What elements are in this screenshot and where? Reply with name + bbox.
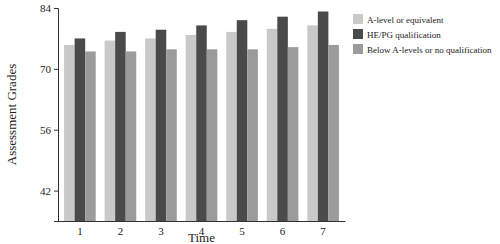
legend-item: Below A-levels or no qualification [353, 44, 492, 55]
y-tick: 84 [40, 2, 58, 14]
bar [196, 25, 207, 221]
legend-swatch [353, 14, 363, 24]
legend-label: Below A-levels or no qualification [367, 45, 492, 55]
x-tick: 3 [158, 221, 164, 237]
bar [207, 49, 218, 221]
legend-label: A-level or equivalent [367, 15, 444, 25]
y-tick-label: 56 [40, 124, 52, 136]
chart: 425670841234567TimeAssessment GradesA-le… [0, 0, 500, 244]
bar [186, 35, 197, 221]
bar [307, 25, 318, 221]
x-tick-label: 3 [158, 225, 164, 237]
y-tick-label: 70 [40, 63, 52, 75]
y-tick: 56 [40, 124, 58, 136]
bars [64, 11, 339, 221]
x-tick-label: 2 [118, 225, 124, 237]
legend-swatch [353, 29, 363, 39]
y-tick-label: 84 [40, 2, 52, 14]
bar [75, 38, 86, 221]
bar [85, 51, 96, 221]
y-tick-label: 42 [40, 185, 51, 197]
y-tick: 70 [40, 63, 58, 75]
y-tick: 42 [40, 185, 58, 197]
legend: A-level or equivalent HE/PG qualification… [353, 14, 492, 55]
bar [267, 29, 278, 221]
bar [64, 45, 75, 221]
y-tick-mark [54, 69, 58, 70]
bar [277, 17, 288, 221]
y-axis-title: Assessment Grades [4, 64, 19, 165]
x-tick-label: 5 [239, 225, 245, 237]
bar [247, 49, 258, 221]
plot: 425670841234567 [40, 2, 346, 237]
bar [145, 38, 156, 221]
bar [237, 20, 248, 221]
x-tick: 2 [118, 221, 124, 237]
legend-item: A-level or equivalent [353, 14, 444, 25]
x-axis-title: Time [188, 230, 215, 244]
x-tick: 7 [320, 221, 326, 237]
x-axis-line [59, 221, 346, 222]
x-tick: 6 [280, 221, 286, 237]
x-tick: 1 [77, 221, 83, 237]
legend-label: HE/PG qualification [367, 30, 441, 40]
bar [226, 32, 237, 221]
bar [105, 41, 116, 221]
y-tick-mark [54, 191, 58, 192]
bar [156, 30, 167, 221]
x-tick-label: 6 [280, 225, 286, 237]
x-tick-label: 7 [320, 225, 326, 237]
y-axis: 42 56 70 84 [40, 2, 59, 221]
bar [318, 11, 329, 221]
bar [115, 32, 126, 221]
legend-item: HE/PG qualification [353, 29, 441, 40]
bar [328, 45, 339, 221]
bar [126, 51, 137, 221]
bar [288, 47, 299, 221]
bar [166, 49, 177, 221]
x-tick: 5 [239, 221, 245, 237]
x-tick-label: 1 [77, 225, 83, 237]
legend-swatch [353, 44, 363, 54]
y-tick-mark [54, 130, 58, 131]
y-axis-line [54, 9, 59, 222]
y-tick-mark [54, 8, 58, 9]
